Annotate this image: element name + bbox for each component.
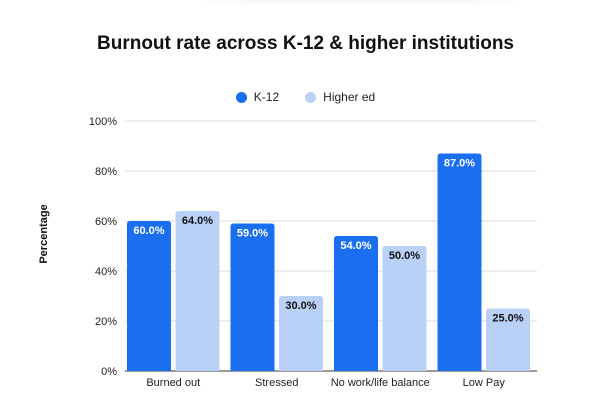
bar-k12 [437, 153, 482, 371]
x-tick-label: Stressed [255, 377, 298, 389]
legend-item-k12[interactable]: K-12 [235, 90, 280, 104]
bar-higher-ed [175, 211, 220, 371]
data-label: 30.0% [285, 300, 316, 312]
data-label: 54.0% [340, 240, 371, 252]
bar-higher-ed [382, 246, 427, 371]
y-tick-label: 0% [101, 366, 117, 378]
x-tick-label: Low Pay [463, 377, 506, 389]
bar-higher-ed [486, 308, 530, 371]
bar-k12 [334, 236, 378, 371]
x-tick-label: Burned out [146, 377, 200, 389]
bar-k12 [230, 223, 275, 371]
y-tick-label: 80% [95, 166, 117, 178]
bar-k12 [127, 221, 171, 371]
legend: K-12 Higher ed [0, 90, 611, 104]
data-label: 64.0% [182, 215, 213, 227]
bar-higher-ed [279, 296, 323, 371]
data-label: 87.0% [444, 158, 475, 170]
chart-title: Burnout rate across K-12 & higher instit… [97, 33, 514, 54]
legend-label-k12: K-12 [253, 90, 280, 104]
y-tick-label: 100% [89, 116, 117, 128]
legend-swatch-higher-ed [305, 91, 317, 103]
data-label: 50.0% [389, 250, 420, 262]
top-edge-shadow [200, 0, 520, 2]
legend-item-higher-ed[interactable]: Higher ed [305, 90, 375, 104]
y-tick-label: 40% [95, 266, 117, 278]
data-label: 25.0% [492, 313, 523, 325]
legend-swatch-k12 [235, 91, 247, 103]
data-label: 60.0% [133, 225, 164, 237]
y-tick-label: 20% [95, 316, 117, 328]
legend-label-higher-ed: Higher ed [323, 90, 376, 104]
x-tick-label: No work/life balance [331, 377, 430, 389]
y-tick-label: 60% [95, 216, 117, 228]
data-label: 59.0% [237, 228, 268, 240]
